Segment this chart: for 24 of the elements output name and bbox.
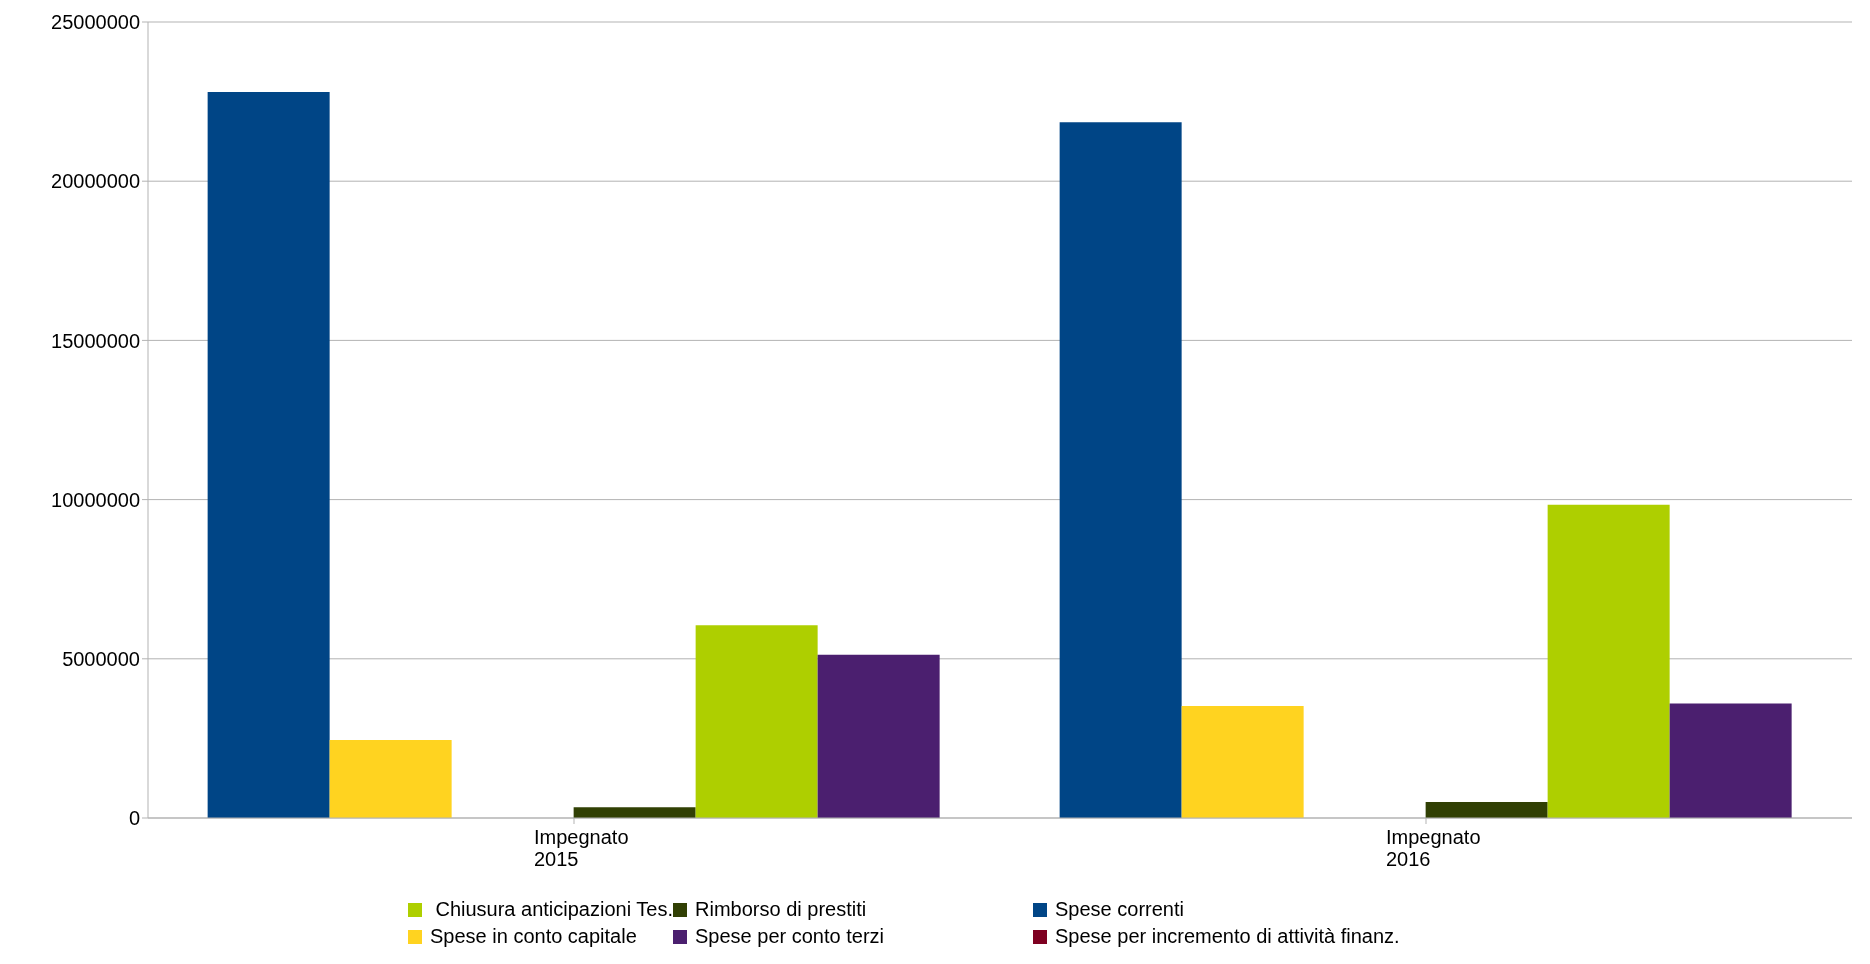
legend-label: Spese per incremento di attività finanz. — [1055, 925, 1400, 948]
bar — [207, 92, 330, 818]
x-tick-label: Impegnato 2015 — [534, 826, 629, 870]
bar — [573, 807, 696, 818]
legend-label: Spese in conto capitale — [430, 925, 637, 948]
legend-label: Spese per conto terzi — [695, 925, 884, 948]
y-tick-label: 20000000 — [51, 170, 140, 193]
y-tick-label: 0 — [128, 807, 140, 830]
bar — [1547, 504, 1670, 818]
bar — [1669, 703, 1792, 818]
y-tick-label: 10000000 — [51, 488, 140, 511]
bar — [1059, 122, 1182, 818]
bar — [1425, 802, 1548, 818]
legend-label: Rimborso di prestiti — [695, 898, 867, 921]
bar — [695, 625, 818, 818]
legend-label: Chiusura anticipazioni Tes. — [434, 898, 673, 921]
bar — [329, 739, 452, 818]
bar — [817, 654, 940, 818]
y-tick-label: 15000000 — [51, 329, 140, 352]
y-tick-label: 25000000 — [51, 11, 140, 34]
bar — [1181, 705, 1304, 818]
x-tick-label: Impegnato 2016 — [1386, 826, 1481, 870]
legend-label: Spese correnti — [1055, 898, 1184, 921]
y-tick-label: 5000000 — [62, 647, 140, 670]
